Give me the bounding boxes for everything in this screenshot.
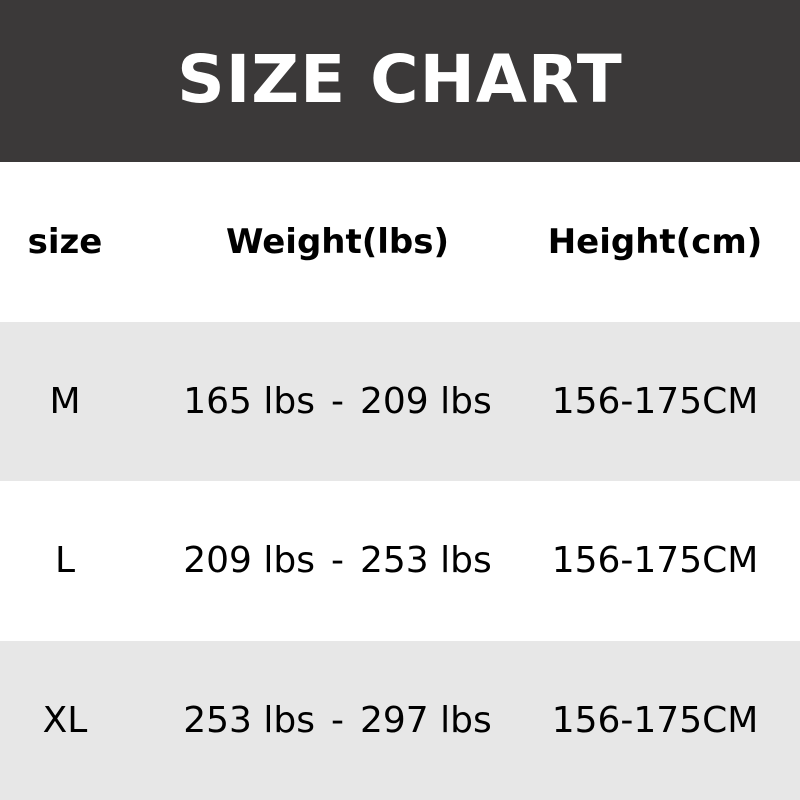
- table-row: XL 253 lbs -297 lbs 156-175CM: [0, 640, 800, 800]
- size-cell: M: [49, 380, 81, 422]
- range-separator: -: [331, 540, 344, 582]
- page-title: SIZE CHART: [177, 40, 623, 118]
- weight-cell: 165 lbs -209 lbs: [160, 322, 515, 482]
- height-cell: 156-175CM: [551, 540, 759, 582]
- weight-cell: 253 lbs -297 lbs: [160, 641, 515, 800]
- size-cell: XL: [42, 699, 88, 741]
- table-row: L 209 lbs -253 lbs 156-175CM: [0, 481, 800, 641]
- size-cell: L: [54, 540, 76, 582]
- weight-min: 253 lbs: [183, 699, 315, 741]
- height-cell: 156-175CM: [551, 380, 759, 422]
- weight-cell: 209 lbs -253 lbs: [160, 481, 515, 641]
- table-row: M 165 lbs -209 lbs 156-175CM: [0, 321, 800, 482]
- weight-max: 209 lbs: [360, 380, 492, 422]
- title-bar: SIZE CHART: [0, 0, 800, 162]
- weight-min: 165 lbs: [183, 380, 315, 422]
- weight-min: 209 lbs: [183, 540, 315, 582]
- header-weight: Weight(lbs): [225, 221, 450, 262]
- table-header-row: size Weight(lbs) Height(cm): [0, 162, 800, 322]
- weight-max: 253 lbs: [360, 540, 492, 582]
- header-size: size: [27, 221, 103, 262]
- range-separator: -: [331, 699, 344, 741]
- weight-max: 297 lbs: [360, 699, 492, 741]
- range-separator: -: [331, 380, 344, 422]
- height-cell: 156-175CM: [551, 699, 759, 741]
- header-height: Height(cm): [547, 221, 763, 262]
